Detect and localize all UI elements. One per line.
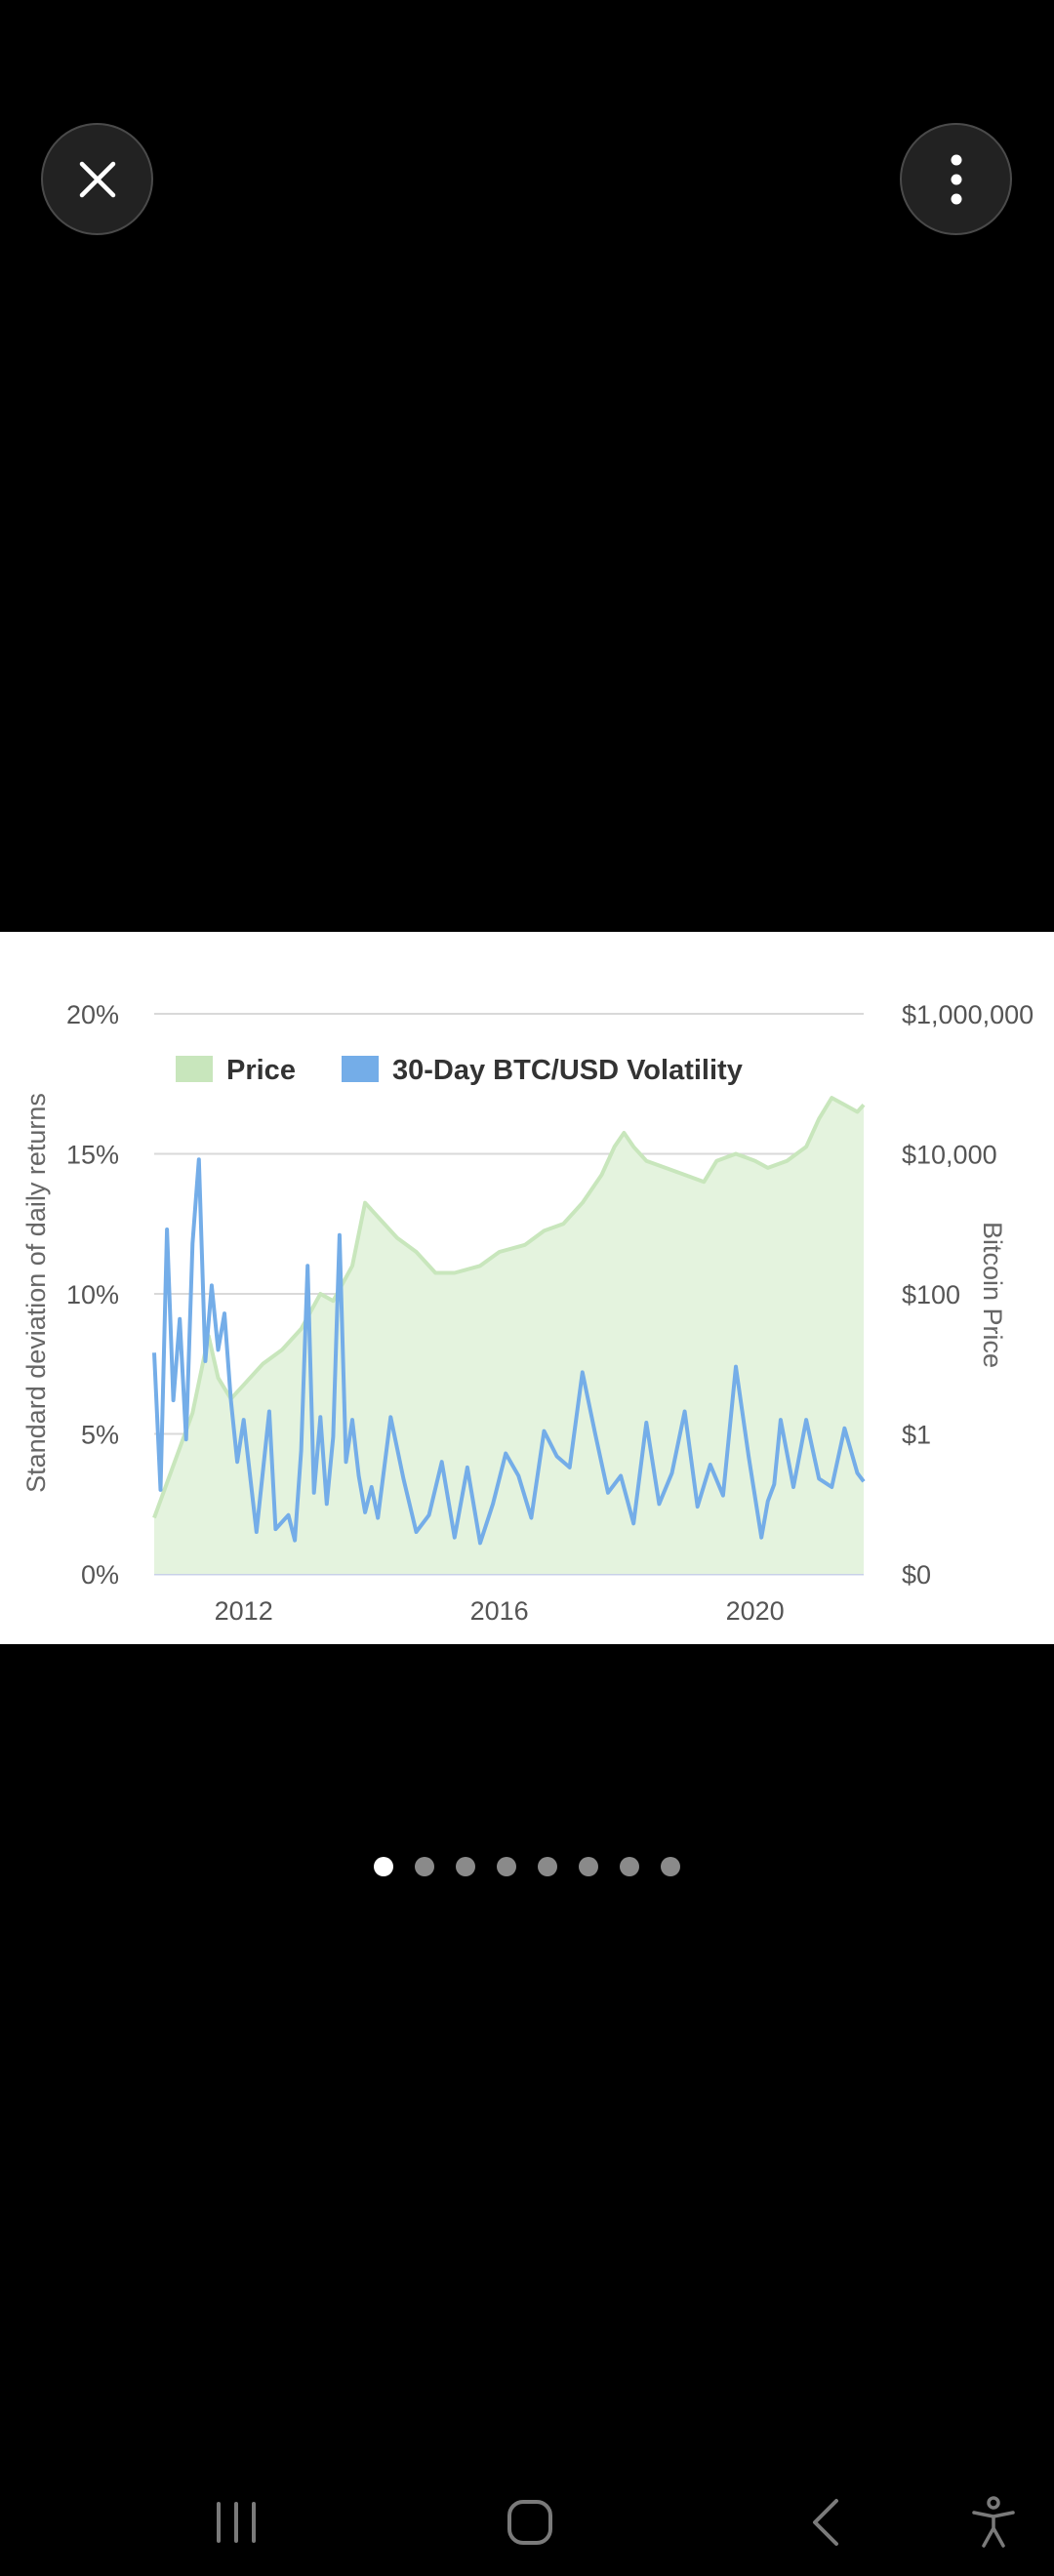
volatility-line xyxy=(152,1157,866,1546)
page-dot[interactable] xyxy=(579,1857,598,1876)
x-tick-label: 2012 xyxy=(215,1596,273,1626)
chart-image: 0% 5% 10% 15% 20% $0 $1 $100 $10,000 $1,000,000 20… xyxy=(0,932,1054,1644)
chart-svg: 0% 5% 10% 15% 20% $0 $1 $100 $10,000 $1,000,000 20… xyxy=(21,1000,1034,1626)
y-right-tick-label: $10,000 xyxy=(902,1141,997,1170)
close-button[interactable] xyxy=(41,123,153,235)
legend-label-price: Price xyxy=(226,1055,296,1086)
y-right-tick-label: $100 xyxy=(902,1280,960,1309)
y-left-tick-label: 15% xyxy=(66,1141,119,1170)
y-right-tick-label: $1 xyxy=(902,1421,931,1450)
y-left-tick-label: 20% xyxy=(66,1000,119,1029)
accessibility-icon xyxy=(972,2496,1015,2548)
navigation-bar xyxy=(0,2469,1054,2576)
y-left-tick-label: 5% xyxy=(81,1421,119,1450)
y-left-tick-label: 0% xyxy=(81,1560,119,1590)
recents-button[interactable] xyxy=(178,2469,295,2576)
y-left-tick-label: 10% xyxy=(66,1280,119,1309)
y-right-tick-label: $0 xyxy=(902,1560,931,1590)
page-dot[interactable] xyxy=(661,1857,680,1876)
home-button[interactable] xyxy=(471,2469,588,2576)
x-tick-label: 2020 xyxy=(726,1596,785,1626)
recents-icon xyxy=(217,2502,256,2543)
legend-swatch-volatility xyxy=(342,1056,379,1082)
price-line xyxy=(152,1096,866,1519)
y-right-tick-label: $1,000,000 xyxy=(902,1000,1034,1029)
back-button[interactable] xyxy=(768,2469,885,2576)
x-tick-label: 2016 xyxy=(470,1596,529,1626)
y-left-axis-title: Standard deviation of daily returns xyxy=(21,1093,51,1493)
accessibility-button[interactable] xyxy=(935,2469,1052,2576)
page-dot[interactable] xyxy=(456,1857,475,1876)
legend-swatch-price xyxy=(176,1056,213,1082)
more-vertical-icon xyxy=(951,154,961,204)
legend-label-volatility: 30-Day BTC/USD Volatility xyxy=(392,1055,743,1086)
page-dot[interactable] xyxy=(497,1857,516,1876)
close-icon xyxy=(79,161,115,197)
page-dot[interactable] xyxy=(415,1857,434,1876)
page-dot[interactable] xyxy=(538,1857,557,1876)
page-dot[interactable] xyxy=(374,1857,393,1876)
page-dot[interactable] xyxy=(620,1857,639,1876)
more-options-button[interactable] xyxy=(900,123,1012,235)
back-icon xyxy=(813,2499,838,2546)
page-indicator xyxy=(0,1857,1054,1876)
y-right-axis-title: Bitcoin Price xyxy=(978,1222,1007,1368)
home-icon xyxy=(507,2500,552,2545)
